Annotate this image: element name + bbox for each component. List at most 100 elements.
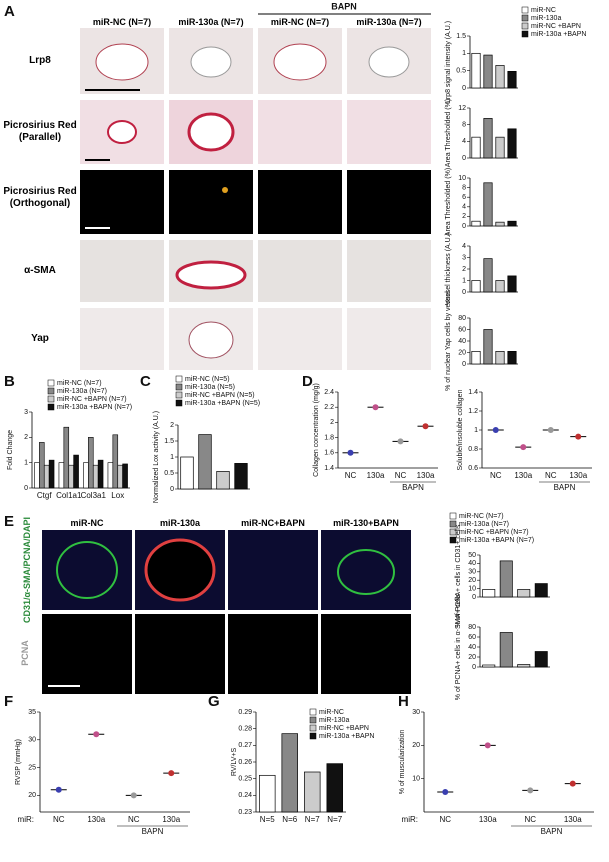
y-tick-label: 60 xyxy=(468,634,476,641)
bar xyxy=(63,426,70,489)
y-tick-label: 2 xyxy=(462,213,466,220)
mean-dot xyxy=(547,427,554,433)
y-tick-label: 0.26 xyxy=(238,759,252,766)
y-tick-label: 1.5 xyxy=(456,33,466,40)
y-tick-label: 60 xyxy=(458,326,466,333)
bar xyxy=(83,462,89,489)
legend-swatch xyxy=(175,391,183,399)
panel-label: E xyxy=(4,513,14,530)
y-tick-label: 0.8 xyxy=(468,446,478,453)
legend-entry: miR-NC +BAPN (N=7) xyxy=(57,396,127,403)
y-tick-label: 50 xyxy=(468,552,476,559)
legend-swatch xyxy=(47,387,55,395)
bar xyxy=(483,118,493,159)
bar xyxy=(483,258,493,293)
y-tick-label: 1 xyxy=(462,50,466,57)
bar xyxy=(234,463,248,490)
y-tick-label: 20 xyxy=(458,349,466,356)
legend-swatch xyxy=(175,375,183,383)
y-tick-label: 6 xyxy=(462,194,466,201)
x-tick-label: 130a xyxy=(564,815,582,824)
legend-entry: miR-130a (N=7) xyxy=(459,521,509,528)
legend-entry: miR-NC +BAPN xyxy=(319,725,369,732)
y-tick-label: 1.4 xyxy=(468,389,478,396)
legend-entry: miR-130a +BAPN (N=7) xyxy=(459,537,534,544)
legend-swatch xyxy=(309,724,317,732)
legend-swatch xyxy=(47,395,55,403)
y-tick-label: 80 xyxy=(458,315,466,322)
legend-swatch xyxy=(47,403,55,411)
y-axis-label: % of nuclear Yap cells by vessel xyxy=(445,291,452,391)
y-axis-label: Area Thresholded (%) xyxy=(445,168,452,236)
legend-entry: miR-NC xyxy=(319,709,344,716)
bar xyxy=(471,52,481,89)
bar xyxy=(88,437,94,489)
bar xyxy=(34,462,40,489)
panel-label: F xyxy=(4,693,13,710)
x-tick-label: NC xyxy=(53,815,65,824)
mean-dot xyxy=(422,423,429,430)
y-tick-label: 10 xyxy=(468,585,476,592)
mean-dot xyxy=(93,731,100,738)
x-tick-label: Lox xyxy=(111,491,124,500)
y-axis-label: Lrp8 signal intensity (A.U.) xyxy=(445,21,452,103)
bar xyxy=(507,275,517,293)
y-axis-label: Normalized Lox activity (A.U.) xyxy=(153,411,160,503)
mean-dot xyxy=(527,787,534,794)
x-tick-label: 130a xyxy=(479,815,497,824)
column-label: miR-NC (N=7) xyxy=(270,17,330,27)
y-tick-label: 1.4 xyxy=(324,465,334,472)
y-tick-label: 0 xyxy=(472,594,476,601)
y-tick-label: 0 xyxy=(462,289,466,296)
bar xyxy=(117,464,123,489)
mean-dot xyxy=(55,786,62,793)
row-label: α-SMA xyxy=(24,265,56,276)
row-label: PCNA xyxy=(20,640,30,666)
y-tick-label: 0.24 xyxy=(238,792,252,799)
y-tick-label: 30 xyxy=(412,709,420,716)
y-axis-label: % of PCNA+ cells in α-SMA+ cells xyxy=(455,593,462,700)
y-tick-label: 0.5 xyxy=(456,68,466,75)
legend-swatch xyxy=(449,528,457,536)
panel-label: A xyxy=(4,3,15,20)
x-tick-label: 130a xyxy=(162,815,180,824)
legend-entry: miR-NC (N=7) xyxy=(459,513,504,520)
y-tick-label: 0.28 xyxy=(238,726,252,733)
bar xyxy=(281,733,298,813)
y-tick-label: 1.2 xyxy=(468,408,478,415)
legend-swatch xyxy=(309,708,317,716)
y-tick-label: 40 xyxy=(468,560,476,567)
y-tick-label: 8 xyxy=(462,122,466,129)
panel-label: G xyxy=(208,693,220,710)
y-axis-label: Fold Change xyxy=(7,430,14,470)
legend-entry: miR-130a (N=5) xyxy=(185,384,235,391)
x-tick-label: 130a xyxy=(367,471,385,480)
x-tick-label: N=7 xyxy=(305,815,320,824)
legend-swatch xyxy=(521,30,529,38)
bar xyxy=(534,583,548,598)
legend-entry: miR-130a xyxy=(531,15,561,22)
legend-swatch xyxy=(449,512,457,520)
y-tick-label: 30 xyxy=(28,737,36,744)
y-axis-label: % of PCNA+ cells in CD31+ cells xyxy=(455,524,462,627)
x-tick-label: NC xyxy=(545,471,557,480)
y-tick-label: 35 xyxy=(28,709,36,716)
y-tick-label: 0 xyxy=(472,664,476,671)
panel-label: D xyxy=(302,373,313,390)
y-tick-label: 0 xyxy=(462,361,466,368)
column-label: miR-130a xyxy=(159,518,201,528)
x-tick-label: NC xyxy=(128,815,140,824)
y-tick-label: 10 xyxy=(458,175,466,182)
group-label: BAPN xyxy=(554,483,576,492)
bar xyxy=(482,664,496,668)
mean-dot xyxy=(130,792,137,799)
legend-swatch xyxy=(309,732,317,740)
y-tick-label: 4 xyxy=(462,204,466,211)
row-label: Picrosirius Red (Parallel) xyxy=(3,120,77,143)
mean-dot xyxy=(372,404,379,411)
y-tick-label: 20 xyxy=(28,792,36,799)
column-label: miR-NC+BAPN xyxy=(241,518,305,528)
y-axis-label: RV/LV+S xyxy=(231,747,238,776)
x-tick-label: Col1a1 xyxy=(56,491,82,500)
